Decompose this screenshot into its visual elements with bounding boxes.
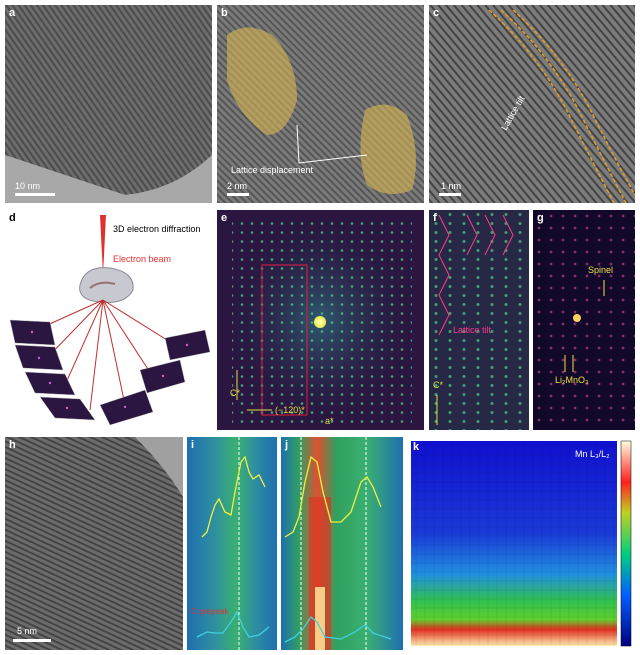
axis-label-c-star-f: C* bbox=[433, 380, 444, 390]
panel-k: k Mn L₃/L₂ bbox=[407, 437, 635, 650]
scale-text-b: 2 nm bbox=[227, 181, 248, 191]
panel-label-c: c bbox=[433, 7, 440, 19]
panel-c: c Lattice tilt 1 nm bbox=[429, 5, 635, 203]
panel-label-a: a bbox=[9, 7, 16, 19]
annotation-b: Lattice displacement bbox=[231, 165, 314, 175]
scale-text-h: 5 nm bbox=[17, 626, 38, 636]
tem-image-a bbox=[5, 5, 212, 203]
panel-d: d 3D electron diffraction Electron beam bbox=[5, 210, 212, 430]
mn-ratio-map bbox=[411, 440, 632, 647]
mn-ratio-title: Mn L₃/L₂ bbox=[575, 449, 610, 459]
eels-map-j bbox=[281, 437, 403, 650]
panel-label-h: h bbox=[9, 439, 16, 451]
electron-beam-label: Electron beam bbox=[113, 254, 172, 264]
panel-i: i O prepeak bbox=[187, 437, 277, 650]
panel-label-d: d bbox=[9, 212, 16, 224]
diffraction-zoom-f bbox=[429, 210, 529, 430]
o-prepeak-label: O prepeak bbox=[191, 607, 229, 616]
scale-bar-c bbox=[439, 193, 461, 196]
axis-label-c-star-e: C* bbox=[230, 388, 241, 398]
panel-e: e C* (−120)* a* bbox=[217, 210, 424, 430]
tem-image-c bbox=[429, 5, 635, 203]
spinel-label: Spinel bbox=[588, 265, 614, 275]
panel-b: b Lattice displacement 2 nm bbox=[217, 5, 424, 203]
panel-label-f: f bbox=[433, 212, 437, 224]
panel-label-k: k bbox=[413, 441, 420, 453]
panel-a: a 10 nm bbox=[5, 5, 212, 203]
axis-label-a-star-e: a* bbox=[325, 416, 334, 426]
li2mno3-label: Li₂MnO₃ bbox=[555, 375, 589, 385]
tem-image-b bbox=[217, 5, 424, 203]
scale-bar-b bbox=[227, 193, 249, 196]
scale-text-a: 10 nm bbox=[15, 181, 41, 191]
scale-bar-a bbox=[15, 193, 55, 196]
panel-h: h 5 nm bbox=[5, 437, 183, 650]
panel-label-i: i bbox=[191, 439, 195, 451]
panel-label-e: e bbox=[221, 212, 228, 224]
diffraction-title: 3D electron diffraction bbox=[113, 224, 201, 234]
annotation-f: Lattice tilt bbox=[453, 325, 492, 335]
scale-bar-h bbox=[13, 639, 51, 642]
panel-f: f Lattice tilt C* bbox=[429, 210, 529, 430]
panel-label-g: g bbox=[537, 212, 544, 224]
diffraction-pattern-e bbox=[220, 210, 420, 430]
axis-label-120-e: (−120)* bbox=[275, 405, 305, 415]
panel-j: j bbox=[281, 437, 403, 650]
diffraction-pattern-g bbox=[533, 210, 635, 430]
eels-map-i bbox=[187, 437, 277, 650]
panel-label-b: b bbox=[221, 7, 228, 19]
diffraction-schematic bbox=[9, 215, 211, 426]
scale-text-c: 1 nm bbox=[441, 181, 462, 191]
tem-image-h bbox=[5, 437, 183, 650]
panel-label-j: j bbox=[285, 439, 289, 451]
panel-g: g Spinel Li₂MnO₃ bbox=[533, 210, 635, 430]
